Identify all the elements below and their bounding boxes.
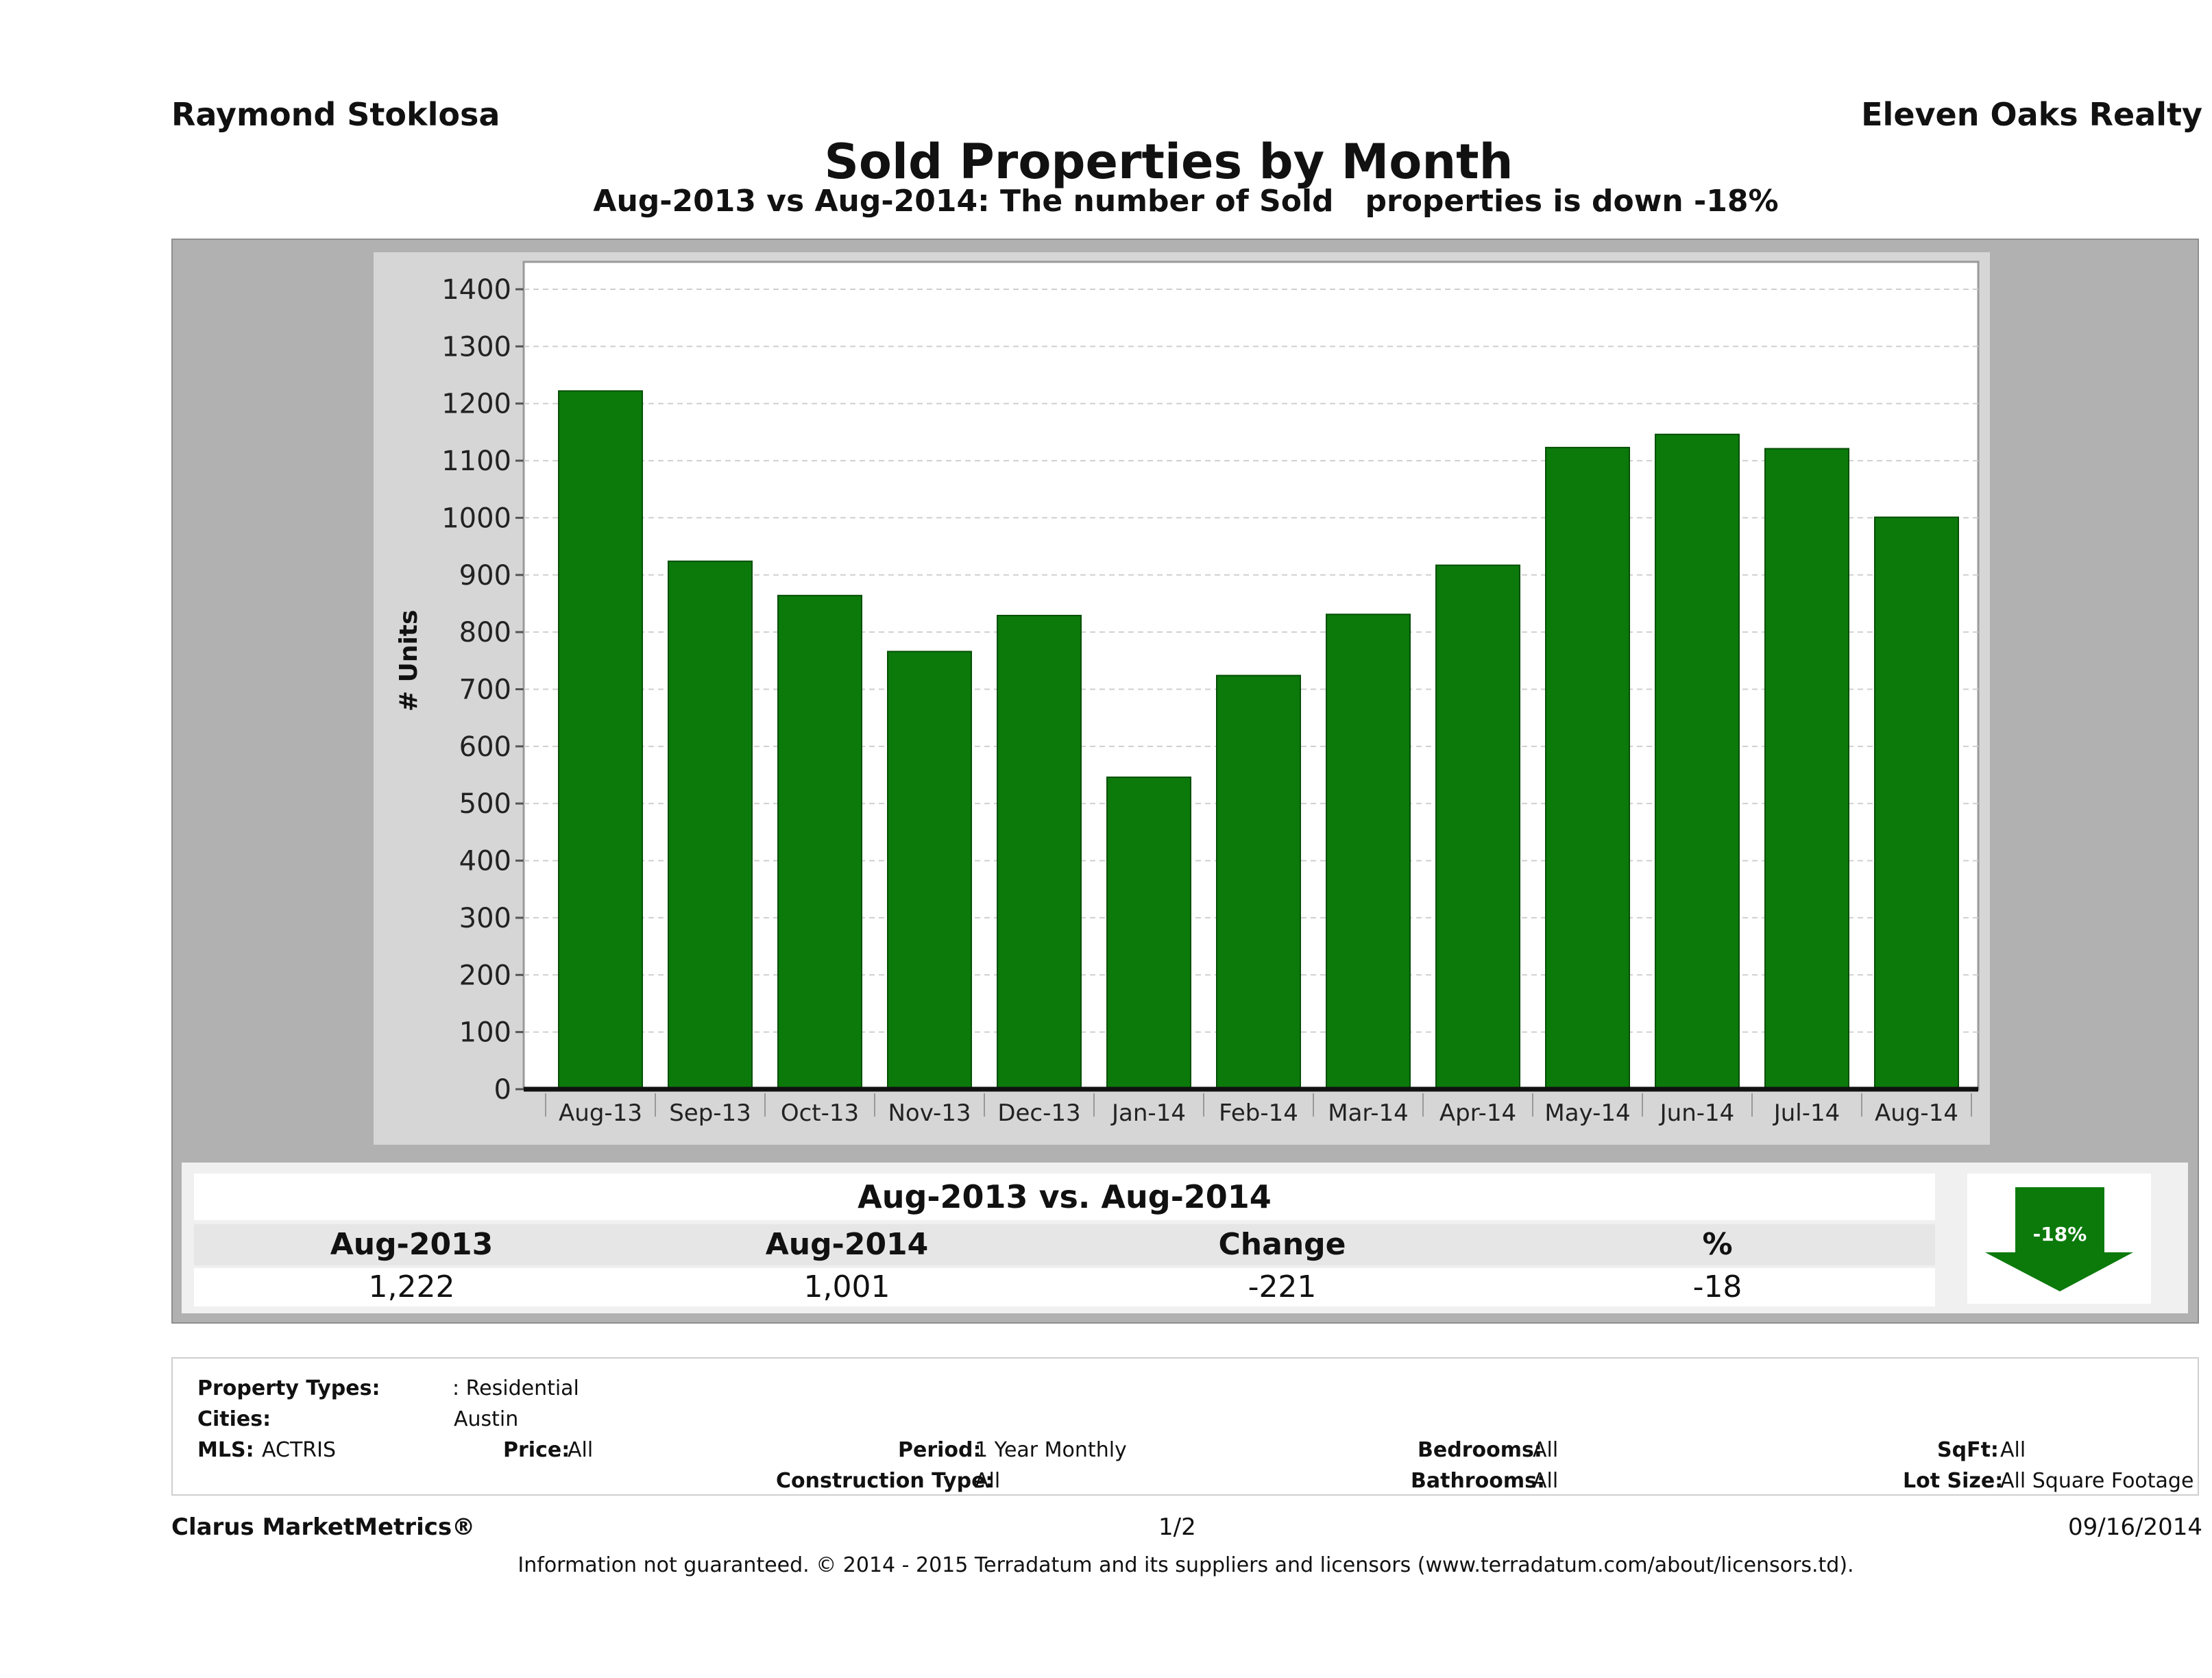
filter-label-mls: MLS:: [197, 1438, 254, 1462]
filter-label-cities: Cities:: [197, 1407, 271, 1431]
filters-panel: Property Types: : Residential Cities: Au…: [171, 1357, 2199, 1496]
x-tick-label: Jul-14: [1773, 1099, 1840, 1127]
footer-brand: Clarus MarketMetrics®: [171, 1513, 476, 1541]
x-tick-label: Jan-14: [1110, 1099, 1186, 1127]
bar: [1326, 613, 1411, 1090]
filter-value-period: 1 Year Monthly: [975, 1438, 1127, 1462]
y-tick-label: 1300: [441, 331, 511, 363]
x-tick-label: Sep-13: [669, 1099, 751, 1127]
y-tick-label: 500: [459, 788, 511, 820]
bar-chart: 0 100 200 300 400 500 600 700 800 900 1000 1100 1200…: [395, 260, 1980, 1127]
filter-label-bedrooms: Bedrooms:: [1418, 1438, 1542, 1462]
filter-value-cities: Austin: [454, 1407, 519, 1431]
filter-label-property-types: Property Types:: [197, 1376, 380, 1400]
y-tick-label: 900: [459, 560, 511, 592]
y-tick-label: 1200: [441, 389, 511, 420]
summary-label-start: Aug-2013: [330, 1227, 494, 1262]
bar: [558, 390, 643, 1090]
x-tick-label: Jun-14: [1659, 1099, 1735, 1127]
y-tick-label: 1000: [441, 502, 511, 534]
filter-value-lot-size: All Square Footage: [2000, 1469, 2194, 1493]
bar: [887, 650, 972, 1090]
x-tick-label: Aug-13: [559, 1099, 642, 1127]
filter-label-sqft: SqFt:: [1937, 1438, 1999, 1462]
filter-value-sqft: All: [2000, 1438, 2026, 1462]
x-tick-label: Nov-13: [888, 1099, 971, 1127]
chart-title: Sold Properties by Month: [824, 134, 1514, 190]
filter-label-construction: Construction Type:: [776, 1469, 994, 1493]
x-tick-label: May-14: [1544, 1099, 1630, 1127]
bar: [1655, 433, 1740, 1090]
summary-value-percent: -18: [1692, 1269, 1742, 1304]
x-tick-label: Dec-13: [997, 1099, 1080, 1127]
summary-label-percent: %: [1702, 1227, 1733, 1262]
bar: [1435, 564, 1520, 1090]
bar: [1545, 446, 1630, 1090]
x-tick-label: Apr-14: [1439, 1099, 1516, 1127]
filter-value-construction: All: [975, 1469, 1001, 1493]
x-ticks: Aug-13 Sep-13 Oct-13 Nov-13 Dec-13 Jan-14 Feb-…: [545, 1093, 1972, 1127]
trend-badge: -18%: [1967, 1174, 2151, 1304]
filter-label-bathrooms: Bathrooms:: [1411, 1469, 1545, 1493]
bar: [668, 560, 753, 1090]
chart-subtitle: Aug-2013 vs Aug-2014: The number of Sold…: [593, 184, 1779, 219]
summary-label-change: Change: [1218, 1227, 1346, 1262]
summary-heading: Aug-2013 vs. Aug-2014: [194, 1174, 1935, 1220]
x-tick-label: Feb-14: [1219, 1099, 1298, 1127]
agent-name: Raymond Stoklosa: [171, 96, 500, 133]
bar: [997, 614, 1082, 1090]
brokerage-name: Eleven Oaks Realty: [1861, 96, 2202, 133]
filter-label-lot-size: Lot Size:: [1903, 1469, 2004, 1493]
bar: [1874, 516, 1959, 1091]
filter-value-bedrooms: All: [1533, 1438, 1559, 1462]
x-tick-label: Mar-14: [1328, 1099, 1409, 1127]
y-tick-label: 400: [459, 846, 511, 877]
y-tick-label: 200: [459, 960, 511, 991]
filter-value-property-types: : Residential: [452, 1376, 579, 1400]
trend-badge-label: -18%: [2033, 1223, 2087, 1245]
bar: [1106, 776, 1191, 1090]
filter-label-period: Period:: [898, 1438, 982, 1462]
y-tick-label: 1400: [441, 274, 511, 306]
bar: [1764, 448, 1849, 1091]
filter-value-price: All: [568, 1438, 594, 1462]
summary-value-end: 1,001: [803, 1269, 890, 1304]
y-tick-label: 300: [459, 903, 511, 934]
down-arrow-icon: -18%: [1985, 1187, 2133, 1291]
bar: [777, 594, 862, 1090]
x-tick-label: Aug-14: [1875, 1099, 1958, 1127]
footer-date: 09/16/2014: [2068, 1513, 2202, 1541]
summary-labels-row: Aug-2013 Aug-2014 Change %: [194, 1224, 1935, 1265]
summary-values-row: 1,222 1,001 -221 -18: [194, 1268, 1935, 1306]
y-tick-label: 1100: [441, 446, 511, 477]
y-tick-label: 100: [459, 1017, 511, 1049]
y-ticks: 0 100 200 300 400 500 600 700 800 900 1000 1100 1200…: [441, 274, 524, 1106]
bars: [558, 390, 1959, 1091]
summary-value-change: -221: [1248, 1269, 1317, 1304]
y-tick-label: 0: [494, 1074, 511, 1106]
x-tick-label: Oct-13: [781, 1099, 859, 1127]
footer-page-number: 1/2: [1158, 1513, 1196, 1541]
summary-label-end: Aug-2014: [765, 1227, 929, 1262]
y-tick-label: 700: [459, 674, 511, 706]
footer-disclaimer: Information not guaranteed. © 2014 - 201…: [518, 1553, 1854, 1577]
y-tick-label: 800: [459, 617, 511, 648]
filter-label-price: Price:: [503, 1438, 570, 1462]
filter-value-bathrooms: All: [1533, 1469, 1559, 1493]
y-axis-label: # Units: [395, 610, 423, 712]
y-tick-label: 600: [459, 731, 511, 763]
bar: [1216, 674, 1301, 1090]
summary-value-start: 1,222: [368, 1269, 455, 1304]
filter-value-mls: ACTRIS: [262, 1438, 337, 1462]
